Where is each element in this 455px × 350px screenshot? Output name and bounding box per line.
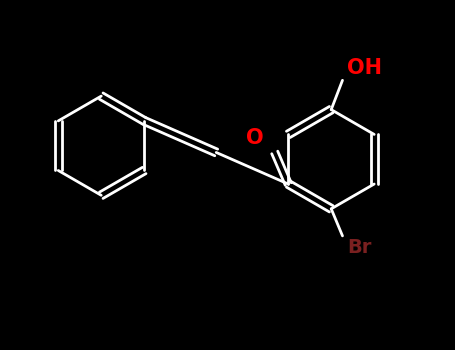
- Text: Br: Br: [347, 238, 371, 257]
- Text: O: O: [246, 128, 263, 148]
- Text: OH: OH: [347, 58, 382, 78]
